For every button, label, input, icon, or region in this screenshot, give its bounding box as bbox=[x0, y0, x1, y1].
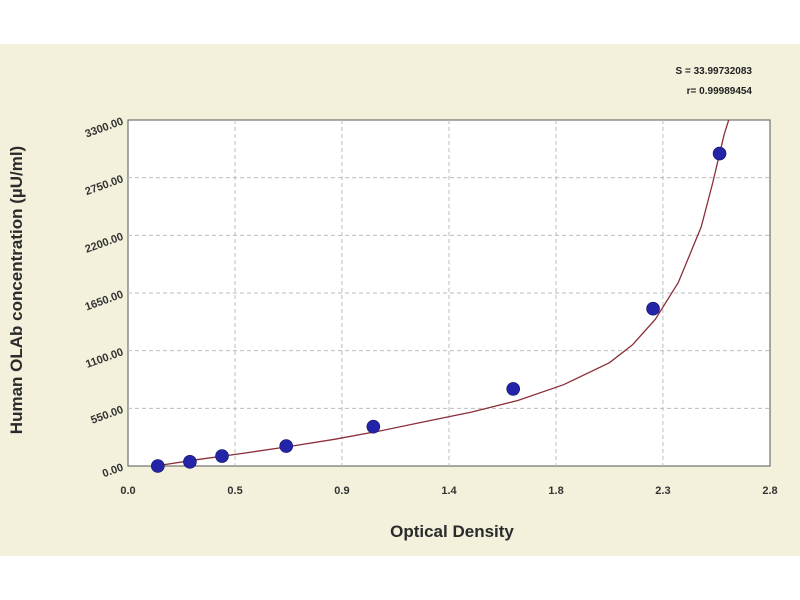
data-point bbox=[646, 301, 660, 316]
fit-stat-text: S = 33.99732083 bbox=[676, 66, 753, 77]
x-tick-label: 2.8 bbox=[762, 485, 777, 497]
y-tick-label: 3300.00 bbox=[84, 116, 125, 141]
y-tick-labels: 0.00 550.00 1100.00 1650.00 2200.00 2750.00 33… bbox=[84, 116, 125, 481]
fit-stat-text: r= 0.99989454 bbox=[687, 86, 753, 97]
y-tick-label: 2200.00 bbox=[84, 231, 125, 256]
data-point bbox=[712, 146, 727, 161]
x-tick-label: 0.0 bbox=[120, 485, 135, 497]
grid-lines bbox=[128, 120, 770, 466]
x-tick-label: 0.5 bbox=[227, 485, 242, 497]
fit-statistics: S = 33.99732083 r= 0.99989454 bbox=[676, 66, 753, 97]
y-tick-label: 0.00 bbox=[101, 462, 125, 481]
data-point bbox=[183, 455, 197, 469]
y-axis-title: Human OLAb concentration (µU/ml) bbox=[7, 146, 26, 434]
y-tick-label: 550.00 bbox=[89, 404, 125, 427]
chart-area: 0.0 0.5 0.9 1.4 1.8 2.3 2.8 0.00 550.00 1100.00 1… bbox=[0, 44, 800, 556]
y-tick-label: 2750.00 bbox=[84, 173, 125, 198]
y-tick-label: 1650.00 bbox=[84, 289, 125, 314]
x-tick-label: 2.3 bbox=[655, 485, 670, 497]
data-point bbox=[279, 439, 294, 453]
x-tick-label: 1.4 bbox=[441, 485, 457, 497]
data-point bbox=[506, 382, 521, 396]
x-tick-labels: 0.0 0.5 0.9 1.4 1.8 2.3 2.8 bbox=[120, 485, 777, 497]
data-points bbox=[151, 146, 727, 473]
standard-curve-chart: 0.0 0.5 0.9 1.4 1.8 2.3 2.8 0.00 550.00 1100.00 1… bbox=[7, 66, 778, 541]
x-tick-label: 1.8 bbox=[548, 485, 563, 497]
x-tick-label: 0.9 bbox=[334, 485, 349, 497]
data-point bbox=[151, 459, 165, 473]
data-point bbox=[215, 449, 229, 463]
data-point bbox=[366, 419, 381, 434]
y-tick-label: 1100.00 bbox=[84, 346, 125, 371]
x-axis-title: Optical Density bbox=[390, 522, 514, 541]
